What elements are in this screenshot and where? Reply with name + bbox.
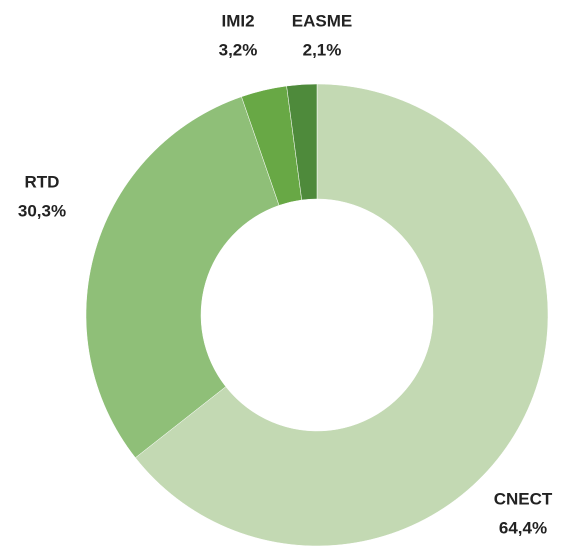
slice-label: CNECT — [494, 489, 553, 508]
slice-label: RTD — [25, 172, 60, 191]
slice-value-label: 2,1% — [303, 40, 342, 59]
donut-slice — [85, 96, 280, 459]
slice-value-label: 3,2% — [219, 40, 258, 59]
donut-slice — [135, 83, 549, 546]
slice-value-label: 30,3% — [18, 201, 66, 220]
slice-label: IMI2 — [221, 11, 254, 30]
donut-slice — [286, 83, 318, 201]
slice-label: EASME — [292, 11, 352, 30]
slice-value-label: 64,4% — [499, 518, 547, 537]
